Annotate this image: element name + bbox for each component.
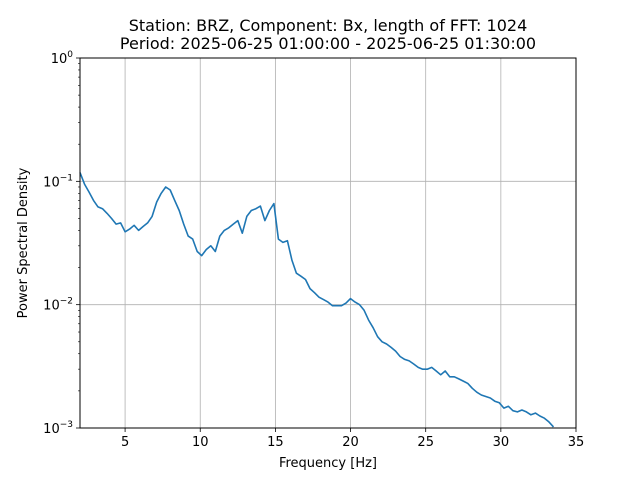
x-axis-label: Frequency [Hz] xyxy=(279,456,377,471)
chart-title-line-1: Station: BRZ, Component: Bx, length of F… xyxy=(129,16,528,35)
y-tick-exponent: −2 xyxy=(60,297,73,307)
y-tick-label: 10−3 xyxy=(43,420,73,437)
series-layer xyxy=(79,172,555,428)
x-tick-label: 25 xyxy=(417,435,434,450)
y-tick-label: 10−1 xyxy=(43,173,73,190)
y-tick-base: 10 xyxy=(51,52,68,67)
psd-series-line-0 xyxy=(79,172,555,428)
y-tick-base: 10 xyxy=(43,175,60,190)
y-tick-base: 10 xyxy=(43,299,60,314)
y-tick-base: 10 xyxy=(43,422,60,437)
y-axis-label: Power Spectral Density xyxy=(16,167,31,318)
plot-frame xyxy=(79,57,577,429)
x-tick-label: 15 xyxy=(267,435,284,450)
y-tick-exponent: −3 xyxy=(60,420,73,430)
plot-area xyxy=(80,58,576,428)
y-tick-label: 100 xyxy=(51,50,74,67)
x-tick-label: 10 xyxy=(192,435,209,450)
y-tick-label: 10−2 xyxy=(43,297,73,314)
x-tick-label: 5 xyxy=(121,435,129,450)
x-axis-ticks: 5 10 15 20 25 30 35 xyxy=(121,428,584,450)
x-tick-label: 35 xyxy=(568,435,585,450)
y-tick-exponent: 0 xyxy=(67,50,73,60)
x-tick-label: 20 xyxy=(342,435,359,450)
x-tick-label: 30 xyxy=(493,435,510,450)
chart-title-line-2: Period: 2025-06-25 01:00:00 - 2025-06-25… xyxy=(120,34,536,53)
y-tick-exponent: −1 xyxy=(60,173,73,183)
